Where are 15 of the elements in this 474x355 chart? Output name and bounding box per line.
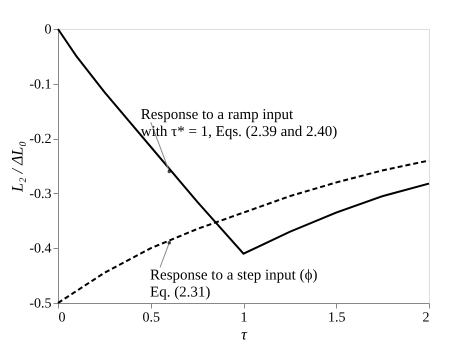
- y-tick-label: 0: [44, 22, 52, 38]
- x-tick-label: 0.5: [142, 310, 160, 326]
- x-tick-label: 0: [58, 310, 66, 326]
- x-axis-title: τ: [241, 326, 248, 344]
- x-tick-label: 1.5: [328, 310, 346, 326]
- y-tick-label: -0.5: [29, 296, 52, 312]
- y-axis-title: L₂ / ΔL₀: [9, 141, 26, 193]
- y-tick-label: -0.4: [29, 242, 52, 257]
- x-tick-label: 2: [422, 310, 430, 326]
- y-tick-label: -0.2: [29, 132, 52, 148]
- y-tick-label: -0.1: [29, 77, 52, 92]
- annotation: Response to a step input (ϕ) Eq. (2.31): [150, 267, 318, 300]
- annotation: Response to a ramp input with τ* = 1, Eqs. (2.39 and 2.40): [140, 107, 338, 140]
- y-tick-label: -0.3: [29, 186, 52, 202]
- x-tick-label: 1: [240, 310, 248, 326]
